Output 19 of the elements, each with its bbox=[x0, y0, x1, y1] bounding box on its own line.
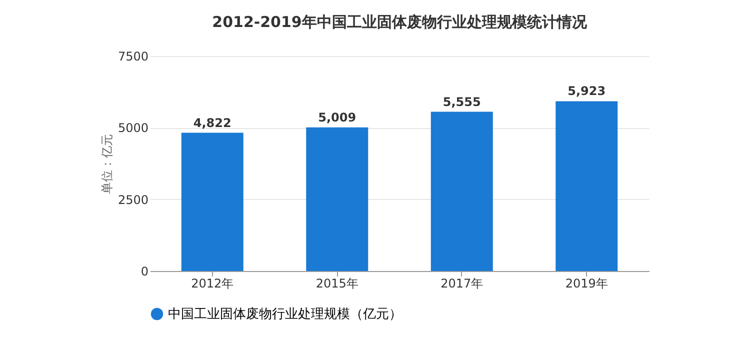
y-axis-title: 单位：亿元 bbox=[100, 134, 114, 194]
text: 5,009 bbox=[318, 110, 356, 124]
bar bbox=[430, 112, 493, 271]
y-tick-label: 5000 bbox=[118, 121, 148, 136]
y-tick-label: 2500 bbox=[118, 192, 148, 207]
text: 5,923 bbox=[568, 84, 606, 98]
bar bbox=[306, 127, 368, 271]
bar bbox=[556, 101, 618, 271]
text: 4,822 bbox=[193, 116, 232, 130]
x-tick-label: 2015年 bbox=[316, 276, 358, 290]
y-tick-label: 7500 bbox=[118, 50, 148, 64]
x-tick-label: 2019年 bbox=[565, 276, 608, 290]
bar bbox=[181, 132, 244, 271]
x-tick-label: 2017年 bbox=[440, 276, 484, 290]
text: 5,555 bbox=[442, 94, 481, 109]
x-tick-label: 2012年 bbox=[191, 276, 234, 290]
legend-label: 中国工业固体废物行业处理规模（亿元） bbox=[168, 307, 402, 322]
y-tick-label: 0 bbox=[140, 264, 148, 278]
chart-title: 2012-2019年中国工业固体废物行业处理规模统计情况 bbox=[212, 13, 588, 31]
